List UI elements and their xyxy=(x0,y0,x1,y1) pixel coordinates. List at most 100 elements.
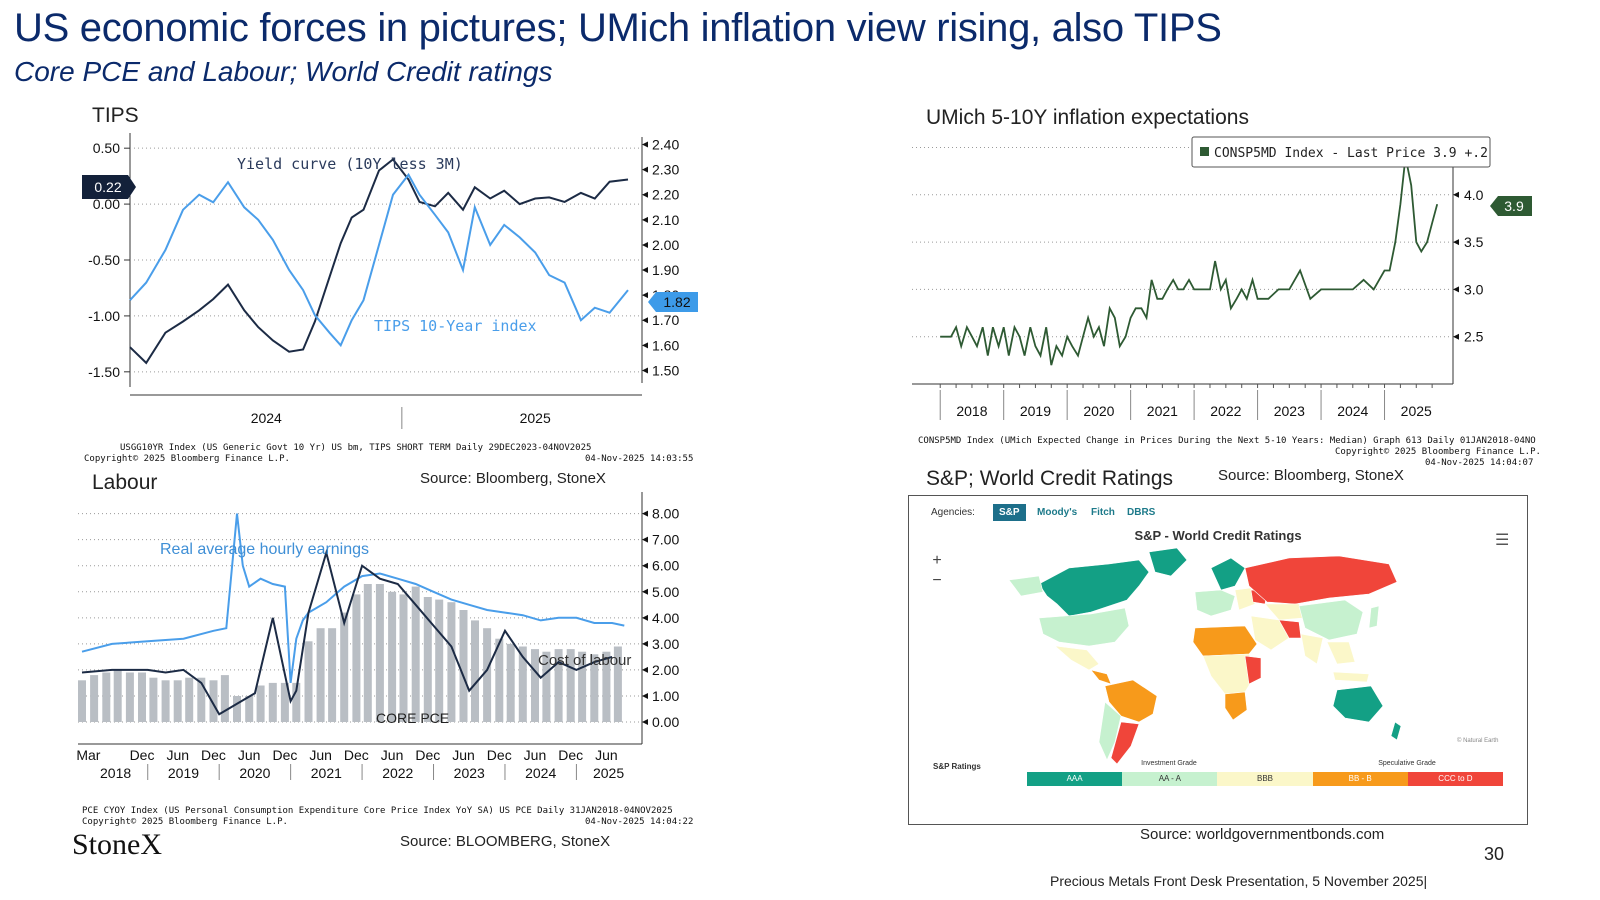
legend-bin-bb-b[interactable]: BB - B xyxy=(1312,772,1408,786)
labour-core-pce-bar xyxy=(495,638,504,722)
map-middle-east[interactable] xyxy=(1250,615,1290,651)
map-south-america-north[interactable] xyxy=(1104,679,1158,723)
umich-tick-mark xyxy=(1453,239,1459,246)
map-indonesia[interactable] xyxy=(1332,671,1370,683)
umich-x-tick-label: 2020 xyxy=(1083,403,1114,419)
labour-tick-mark xyxy=(642,640,648,647)
agency-tab-dbrs[interactable]: DBRS xyxy=(1127,507,1156,518)
labour-chart: 8.00 7.00 6.00 5.00 4.00 3.00 2.00 1.00 0.00 Mar… xyxy=(76,492,679,781)
zoom-out-button[interactable]: − xyxy=(932,572,942,589)
tips-left-axis: 0.50 0.00 -0.50 -1.00 -1.50 xyxy=(88,140,130,380)
tips-right-tick-label: 2.00 xyxy=(652,237,679,253)
map-southern-africa[interactable] xyxy=(1224,691,1248,721)
map-north-africa[interactable] xyxy=(1192,625,1258,657)
tips-right-tick-label: 1.90 xyxy=(652,262,679,278)
tips-right-tick-mark xyxy=(642,342,648,349)
map-new-zealand[interactable] xyxy=(1390,721,1402,741)
labour-tick-mark xyxy=(642,536,648,543)
map-russia[interactable] xyxy=(1244,555,1398,605)
map-east-africa[interactable] xyxy=(1244,655,1262,685)
map-southeast-asia[interactable] xyxy=(1326,641,1356,665)
labour-core-pce-bar xyxy=(197,677,206,722)
labour-core-pce-bar xyxy=(518,646,527,722)
labour-core-pce-bar xyxy=(113,669,122,722)
umich-legend-swatch xyxy=(1200,147,1209,156)
tips-right-tick-mark xyxy=(642,317,648,324)
map-greenland[interactable] xyxy=(1148,547,1188,577)
labour-source: Source: BLOOMBERG, StoneX xyxy=(400,833,611,850)
map-western-europe[interactable] xyxy=(1194,589,1236,617)
credit-source: Source: worldgovernmentbonds.com xyxy=(1140,826,1385,843)
map-eastern-europe[interactable] xyxy=(1234,587,1256,611)
menu-icon[interactable]: ☰ xyxy=(1495,532,1510,549)
tips-right-last-badge: 1.82 xyxy=(648,292,698,312)
labour-core-pce-bar xyxy=(483,628,492,722)
map-usa[interactable] xyxy=(1038,607,1130,647)
tips-left-last-value: 0.22 xyxy=(94,179,121,195)
labour-core-pce-bar xyxy=(459,610,468,722)
tips-timestamp: 04-Nov-2025 14:03:55 xyxy=(585,454,694,464)
labour-month-label: Jun xyxy=(524,747,547,763)
tips-series xyxy=(129,157,629,365)
umich-x-tick-label: 2018 xyxy=(956,403,987,419)
labour-core-pce-bar xyxy=(340,612,349,722)
map-scandinavia[interactable] xyxy=(1210,557,1246,591)
labour-core-pce-bar xyxy=(388,591,397,722)
map-kazakhstan[interactable] xyxy=(1264,603,1304,621)
tips-right-tick-mark xyxy=(642,292,648,299)
map-argentina[interactable] xyxy=(1110,721,1140,765)
umich-gridlines xyxy=(912,138,1454,385)
legend-bin-aa-a[interactable]: AA - A xyxy=(1122,772,1218,786)
map-iran[interactable] xyxy=(1278,619,1302,639)
umich-tick-mark xyxy=(1453,333,1459,340)
labour-tick-label: 2.00 xyxy=(652,662,679,678)
umich-x-tick-label: 2025 xyxy=(1401,403,1432,419)
labour-tick-label: 1.00 xyxy=(652,688,679,704)
tips-right-last-value: 1.82 xyxy=(663,294,690,310)
labour-month-label: Mar xyxy=(76,747,100,763)
legend-bin-ccc-d[interactable]: CCC to D xyxy=(1407,772,1504,786)
zoom-in-button[interactable]: + xyxy=(932,552,942,569)
tips-right-tick-label: 2.10 xyxy=(652,212,679,228)
map-japan[interactable] xyxy=(1368,605,1380,629)
umich-series xyxy=(940,156,1439,366)
labour-year-label: 2024 xyxy=(525,765,556,781)
tips-right-tick-label: 2.20 xyxy=(652,187,679,203)
agency-tab-fitch[interactable]: Fitch xyxy=(1091,507,1115,518)
map-china[interactable] xyxy=(1298,599,1364,641)
tips-right-tick-label: 1.50 xyxy=(652,362,679,378)
labour-tick-mark xyxy=(642,510,648,517)
map-australia[interactable] xyxy=(1332,685,1384,723)
map-canada[interactable] xyxy=(1038,559,1150,617)
labour-year-label: 2025 xyxy=(593,765,624,781)
agency-tab-moodys[interactable]: Moody's xyxy=(1037,507,1078,518)
map-mexico[interactable] xyxy=(1054,645,1100,671)
world-map[interactable] xyxy=(999,546,1429,766)
labour-pce-label: CORE PCE xyxy=(376,710,449,726)
tips-left-tick-label: 0.50 xyxy=(93,140,120,156)
map-alaska[interactable] xyxy=(1008,575,1044,597)
umich-x-tick-label: 2024 xyxy=(1337,403,1368,419)
labour-year-label: 2019 xyxy=(168,765,199,781)
labour-month-label: Jun xyxy=(381,747,404,763)
legend-scale: AAA AA - A BBB BB - B CCC to D xyxy=(1027,772,1504,786)
labour-tick-label: 5.00 xyxy=(652,584,679,600)
tips-series-line xyxy=(129,157,629,365)
map-india[interactable] xyxy=(1300,633,1324,665)
umich-panel-title: UMich 5-10Y inflation expectations xyxy=(926,106,1249,129)
labour-core-pce-bar xyxy=(352,594,361,722)
tips-series-line xyxy=(129,172,629,348)
umich-footnote: CONSP5MD Index (UMich Expected Change in… xyxy=(918,436,1536,446)
tips-panel-title: TIPS xyxy=(92,104,139,127)
legend-bin-aaa[interactable]: AAA xyxy=(1027,772,1123,786)
labour-month-label: Dec xyxy=(487,747,512,763)
labour-core-pce-bar xyxy=(245,696,254,722)
labour-year-label: 2022 xyxy=(382,765,413,781)
map-central-america[interactable] xyxy=(1090,669,1112,685)
labour-core-pce-bar xyxy=(471,620,479,722)
map-peru-chile[interactable] xyxy=(1098,701,1122,761)
umich-x-tick-label: 2022 xyxy=(1210,403,1241,419)
tips-right-tick-mark xyxy=(642,267,648,274)
legend-bin-bbb[interactable]: BBB xyxy=(1217,772,1313,786)
agency-tab-sp[interactable]: S&P xyxy=(993,504,1026,521)
